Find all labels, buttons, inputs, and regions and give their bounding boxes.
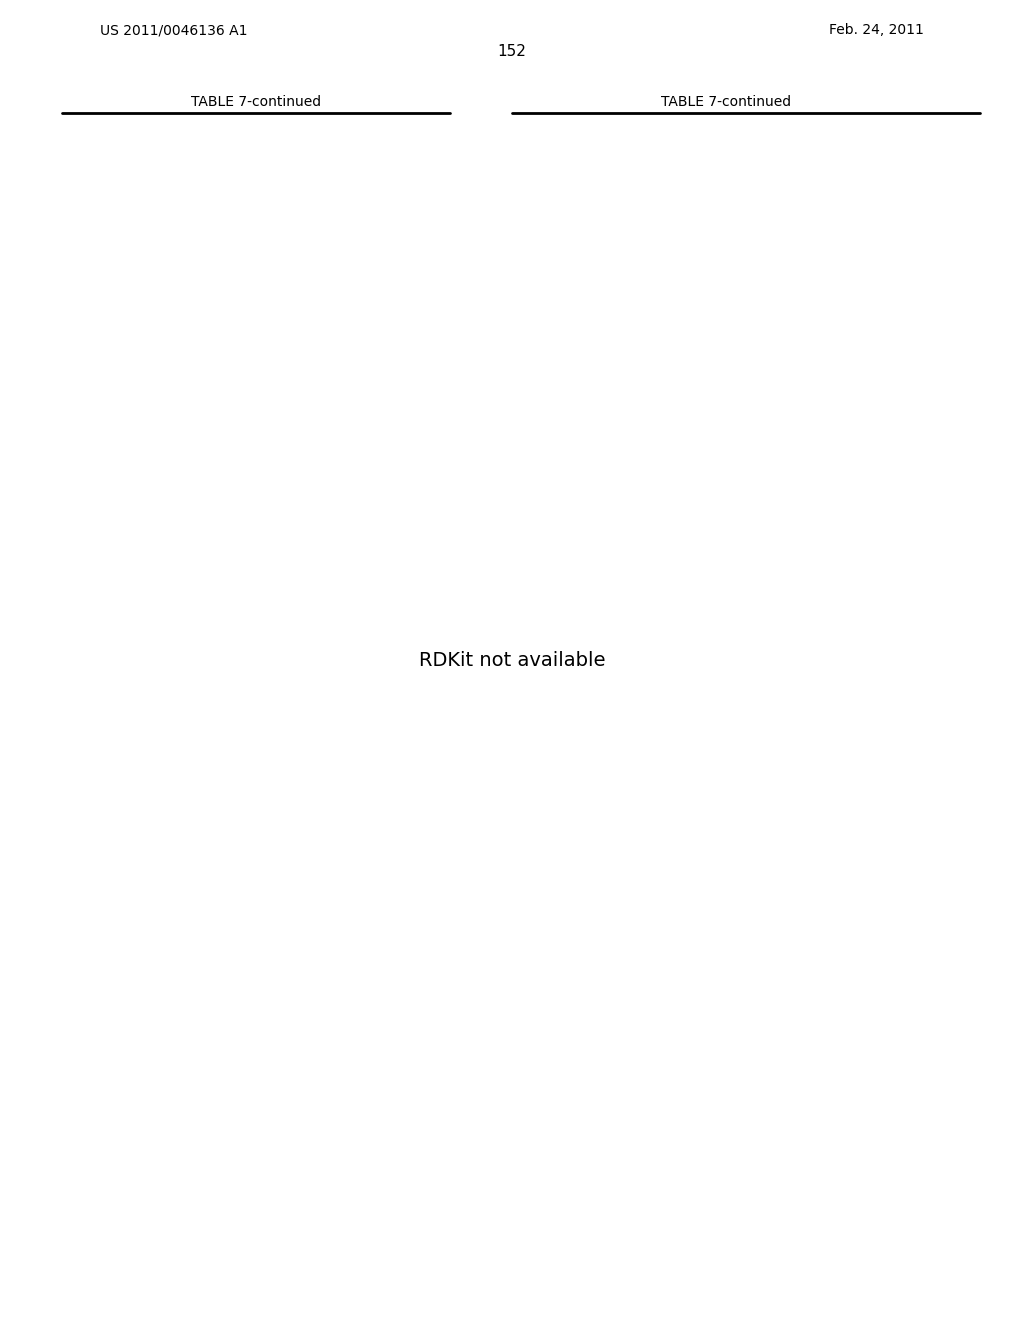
Text: 152: 152 xyxy=(498,45,526,59)
Text: RDKit not available: RDKit not available xyxy=(419,651,605,669)
Text: Feb. 24, 2011: Feb. 24, 2011 xyxy=(829,22,924,37)
Text: US 2011/0046136 A1: US 2011/0046136 A1 xyxy=(100,22,248,37)
Text: TABLE 7-continued: TABLE 7-continued xyxy=(190,95,322,110)
Text: TABLE 7-continued: TABLE 7-continued xyxy=(660,95,792,110)
